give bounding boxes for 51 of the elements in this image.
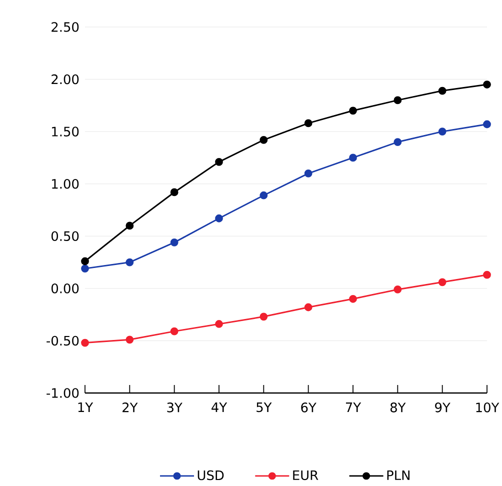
point — [126, 222, 134, 230]
point — [81, 264, 89, 273]
point — [215, 158, 223, 166]
x-tick-label: 8Y — [390, 402, 406, 412]
point — [394, 96, 402, 104]
point — [483, 80, 491, 88]
point — [81, 257, 89, 266]
point — [438, 128, 446, 136]
y-tick-label: 2.50 — [52, 22, 79, 32]
point — [81, 338, 89, 347]
x-tick-label: 5Y — [256, 402, 272, 412]
y-tick-label: 0.00 — [52, 284, 79, 294]
point — [260, 136, 268, 144]
y-tick-label: -1.00 — [46, 388, 79, 398]
x-tick-label: 7Y — [346, 402, 362, 412]
point — [260, 191, 268, 200]
point — [349, 294, 357, 303]
point — [438, 278, 446, 286]
point — [215, 320, 223, 328]
x-tick-label: 10Y — [476, 402, 500, 412]
legend-label: EUR — [293, 470, 318, 480]
point — [260, 312, 268, 321]
point — [483, 270, 491, 279]
point — [126, 258, 134, 266]
y-tick-label: 1.00 — [52, 178, 79, 189]
point — [304, 169, 312, 178]
point — [170, 327, 178, 336]
y-tick-label: 2.00 — [52, 74, 79, 84]
point — [349, 106, 357, 115]
point — [170, 188, 178, 196]
point — [394, 286, 402, 294]
point — [349, 154, 357, 162]
y-tick-label: -0.50 — [46, 336, 79, 346]
point — [170, 238, 178, 246]
legend-label: PLN — [387, 470, 410, 480]
point — [126, 336, 134, 344]
y-tick-label: 0.50 — [52, 231, 79, 242]
x-tick-label: 1Y — [78, 402, 94, 412]
point — [438, 86, 446, 95]
point — [304, 303, 312, 312]
x-tick-label: 2Y — [122, 402, 138, 412]
x-tick-label: 6Y — [301, 402, 316, 412]
point — [304, 119, 312, 128]
x-tick-label: 3Y — [167, 402, 182, 412]
point — [215, 214, 223, 222]
y-tick-label: 1.50 — [52, 126, 79, 136]
point — [483, 120, 491, 128]
point — [394, 138, 402, 146]
x-tick-label: 9Y — [435, 402, 450, 412]
x-tick-label: 4Y — [212, 402, 228, 412]
legend-label: USD — [198, 470, 224, 480]
